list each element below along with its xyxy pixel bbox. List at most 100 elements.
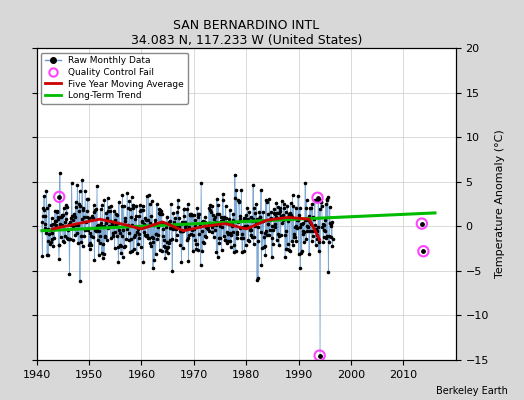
Point bbox=[201, 233, 209, 239]
Point bbox=[324, 194, 332, 200]
Point bbox=[141, 232, 149, 238]
Point bbox=[309, 214, 318, 220]
Point bbox=[285, 212, 293, 218]
Point bbox=[212, 219, 220, 225]
Point bbox=[214, 202, 222, 208]
Point bbox=[310, 215, 319, 222]
Point bbox=[232, 248, 240, 254]
Point bbox=[293, 217, 301, 223]
Point bbox=[324, 269, 333, 275]
Point bbox=[238, 223, 247, 230]
Point bbox=[256, 214, 264, 220]
Point bbox=[67, 222, 75, 228]
Point bbox=[306, 228, 314, 234]
Point bbox=[269, 241, 277, 247]
Point bbox=[235, 198, 243, 205]
Point bbox=[232, 234, 241, 241]
Point bbox=[282, 246, 291, 252]
Point bbox=[105, 204, 113, 210]
Point bbox=[227, 221, 236, 227]
Point bbox=[152, 231, 160, 237]
Point bbox=[277, 198, 286, 205]
Point bbox=[228, 229, 237, 236]
Point bbox=[313, 194, 322, 201]
Point bbox=[224, 231, 232, 237]
Point bbox=[71, 232, 79, 238]
Point bbox=[172, 226, 180, 233]
Point bbox=[161, 255, 169, 262]
Point bbox=[297, 250, 305, 256]
Point bbox=[111, 228, 119, 235]
Point bbox=[233, 229, 242, 235]
Point bbox=[167, 201, 175, 208]
Point bbox=[299, 220, 307, 226]
Point bbox=[85, 246, 94, 252]
Point bbox=[74, 240, 82, 246]
Point bbox=[129, 205, 137, 211]
Point bbox=[248, 234, 256, 240]
Point bbox=[252, 201, 260, 207]
Point bbox=[322, 196, 331, 202]
Point bbox=[60, 205, 68, 212]
Point bbox=[168, 267, 177, 274]
Point bbox=[226, 207, 234, 214]
Point bbox=[149, 265, 157, 272]
Point bbox=[217, 214, 225, 220]
Point bbox=[314, 196, 322, 203]
Point bbox=[316, 197, 325, 203]
Point bbox=[261, 230, 269, 236]
Point bbox=[305, 218, 314, 225]
Point bbox=[281, 254, 289, 260]
Point bbox=[159, 226, 168, 232]
Point bbox=[245, 227, 254, 234]
Point bbox=[266, 215, 275, 221]
Point bbox=[211, 227, 219, 233]
Point bbox=[84, 227, 92, 234]
Point bbox=[97, 250, 106, 257]
Point bbox=[301, 205, 310, 211]
Point bbox=[308, 238, 316, 244]
Point bbox=[323, 196, 332, 203]
Point bbox=[145, 220, 154, 226]
Point bbox=[43, 252, 51, 259]
Point bbox=[107, 203, 116, 210]
Point bbox=[418, 220, 426, 227]
Point bbox=[220, 232, 228, 239]
Point bbox=[269, 227, 277, 233]
Point bbox=[264, 221, 272, 228]
Point bbox=[165, 240, 173, 246]
Point bbox=[220, 213, 228, 220]
Point bbox=[163, 214, 171, 220]
Point bbox=[188, 227, 196, 233]
Point bbox=[141, 232, 150, 239]
Point bbox=[114, 244, 122, 250]
Point bbox=[112, 211, 120, 218]
Point bbox=[39, 206, 48, 213]
Point bbox=[121, 243, 129, 249]
Point bbox=[248, 218, 256, 225]
Point bbox=[288, 192, 297, 198]
Point bbox=[257, 262, 266, 268]
Point bbox=[123, 226, 131, 232]
Point bbox=[108, 218, 116, 225]
Point bbox=[231, 172, 239, 178]
Point bbox=[173, 209, 181, 215]
Point bbox=[329, 236, 337, 242]
Point bbox=[196, 220, 204, 227]
Point bbox=[138, 219, 146, 225]
Point bbox=[62, 210, 70, 217]
Point bbox=[151, 217, 159, 223]
Point bbox=[264, 211, 272, 218]
Point bbox=[89, 234, 97, 240]
Point bbox=[81, 226, 90, 232]
Point bbox=[288, 214, 296, 220]
Point bbox=[315, 239, 323, 245]
Point bbox=[253, 276, 261, 283]
Point bbox=[119, 202, 128, 209]
Point bbox=[82, 214, 91, 220]
Point bbox=[282, 228, 291, 235]
Point bbox=[212, 249, 221, 256]
Point bbox=[317, 199, 325, 206]
Point bbox=[225, 220, 233, 227]
Point bbox=[133, 250, 141, 256]
